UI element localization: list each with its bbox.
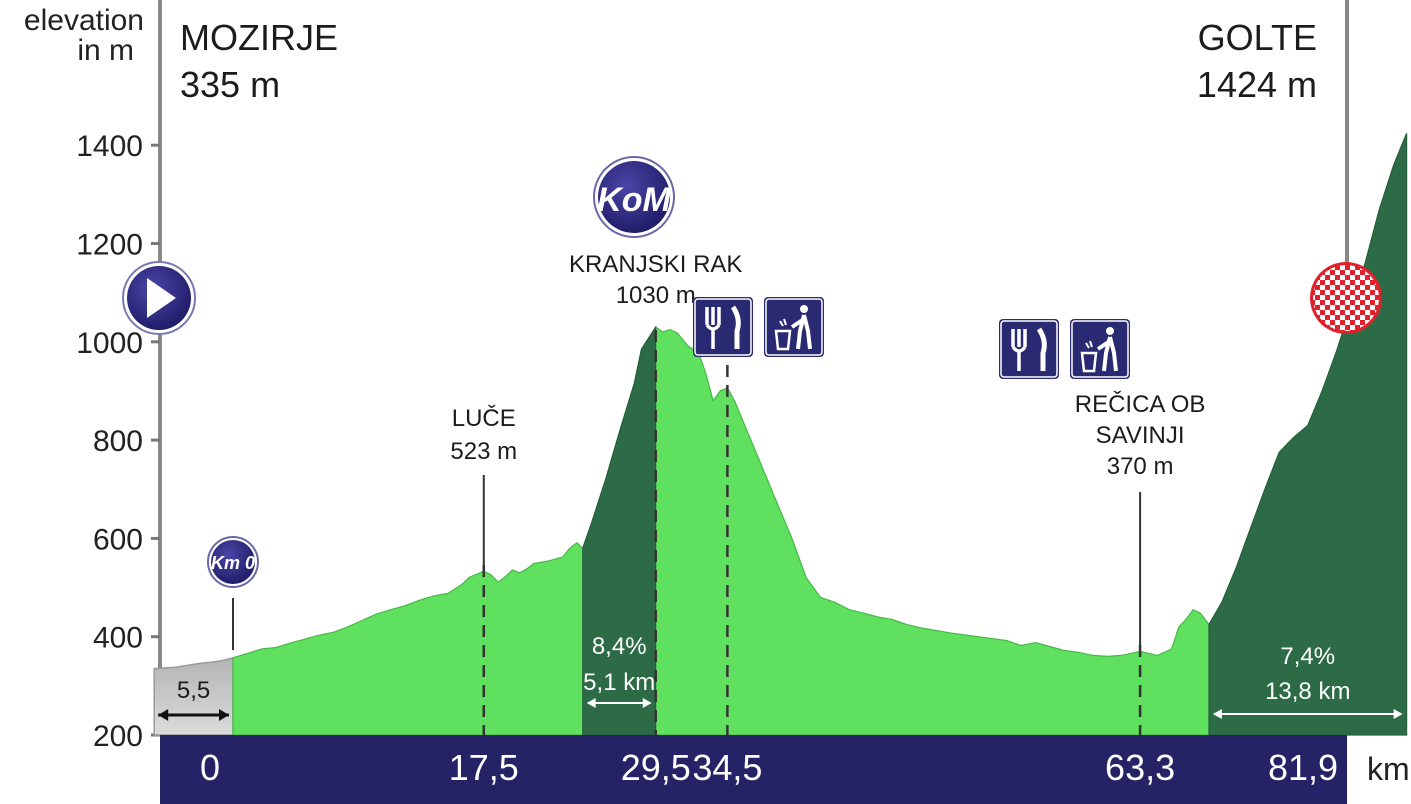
y-tick-label: 800 (93, 425, 143, 458)
start-name: MOZIRJE (180, 17, 338, 58)
x-tick-label: 81,9 (1268, 747, 1338, 788)
x-tick-label: 17,5 (449, 747, 519, 788)
kom-icon: KoM (593, 156, 675, 238)
km0-icon: Km 0 (207, 536, 259, 588)
x-tick-label: 0 (200, 747, 220, 788)
y-tick-label: 1400 (76, 130, 143, 163)
x-tick-label: 63,3 (1105, 747, 1175, 788)
litter-zone-icon (764, 297, 824, 357)
point-label: KRANJSKI RAK (569, 251, 742, 278)
finish-flag-icon (1310, 262, 1382, 334)
climb-gradient-label: 8,4% (592, 633, 647, 660)
climb-gradient-label: 7,4% (1280, 643, 1335, 670)
x-unit-label: km (1367, 751, 1410, 787)
y-tick-label: 400 (93, 622, 143, 655)
y-axis-label-line2: in m (77, 34, 134, 67)
climb-length-label: 5,1 km (583, 669, 655, 696)
start-elevation: 335 m (180, 64, 280, 105)
feed-zone-icon (693, 297, 753, 357)
y-axis-ticks: 1400 1200 1000 800 600 400 200 (76, 130, 160, 753)
y-tick-label: 1000 (76, 327, 143, 360)
kom-label: KoM (597, 181, 671, 219)
y-tick-label: 200 (93, 720, 143, 753)
km-band (160, 735, 1347, 804)
x-tick-label: 29,5 (621, 747, 691, 788)
climb-area (1208, 133, 1408, 736)
feed-zone-icon (999, 319, 1059, 379)
climb-length-label: 13,8 km (1265, 678, 1350, 705)
neutral-distance-label: 5,5 (177, 677, 210, 704)
point-label: SAVINJI (1096, 422, 1185, 449)
y-tick-label: 1200 (76, 229, 143, 262)
point-label: 523 m (450, 438, 517, 465)
finish-elevation: 1424 m (1197, 64, 1317, 105)
point-label: 370 m (1107, 453, 1174, 480)
km0-label: Km 0 (211, 553, 255, 573)
annotations: 5,5 8,4% 5,1 km 7,4% 13,8 km LUČE 523 m KRANJSK… (158, 251, 1403, 735)
y-axis-label-line1: elevation (24, 4, 144, 37)
litter-zone-icon (1070, 319, 1130, 379)
point-label: REČICA OB (1075, 390, 1206, 418)
profile-areas (153, 133, 1408, 736)
point-label: LUČE (452, 404, 516, 432)
y-tick-label: 600 (93, 523, 143, 556)
finish-name: GOLTE (1198, 17, 1317, 58)
x-axis-ticks: 0 17,5 29,5 34,5 63,3 81,9 (200, 747, 1338, 788)
start-play-icon (122, 261, 196, 335)
x-tick-label: 34,5 (692, 747, 762, 788)
point-label: 1030 m (616, 282, 696, 309)
